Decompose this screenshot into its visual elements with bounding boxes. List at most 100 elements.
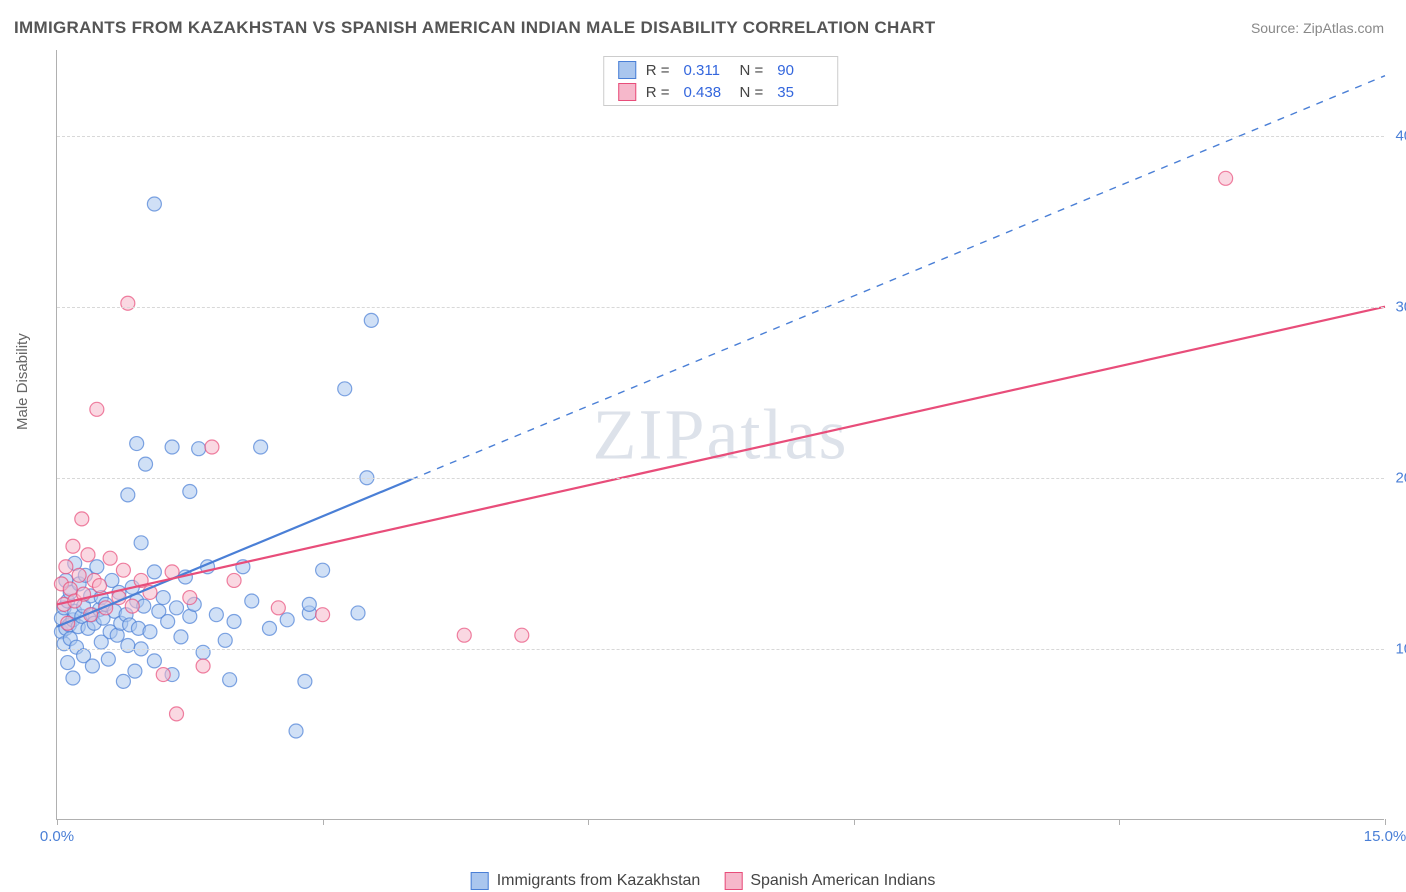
data-point bbox=[147, 565, 161, 579]
data-point bbox=[134, 536, 148, 550]
gridline bbox=[57, 478, 1384, 479]
legend-r-value: 0.311 bbox=[684, 62, 730, 79]
legend-n-value: 35 bbox=[777, 84, 823, 101]
data-point bbox=[116, 674, 130, 688]
data-point bbox=[183, 484, 197, 498]
y-tick-label: 40.0% bbox=[1395, 127, 1406, 144]
data-point bbox=[262, 621, 276, 635]
data-point bbox=[192, 442, 206, 456]
data-point bbox=[125, 599, 139, 613]
data-point bbox=[227, 615, 241, 629]
trend-line bbox=[57, 307, 1385, 605]
series-legend: Immigrants from Kazakhstan Spanish Americ… bbox=[471, 872, 936, 890]
y-axis-label: Male Disability bbox=[14, 333, 31, 430]
data-point bbox=[116, 563, 130, 577]
legend-n-value: 90 bbox=[777, 62, 823, 79]
data-point bbox=[59, 560, 73, 574]
legend-swatch bbox=[471, 872, 489, 890]
legend-swatch bbox=[618, 61, 636, 79]
data-point bbox=[1219, 171, 1233, 185]
data-point bbox=[121, 296, 135, 310]
legend-r-label: R = bbox=[646, 62, 670, 79]
data-point bbox=[121, 638, 135, 652]
chart-svg bbox=[57, 50, 1384, 819]
data-point bbox=[316, 563, 330, 577]
source-label: Source: ZipAtlas.com bbox=[1251, 20, 1384, 36]
x-tick bbox=[57, 819, 58, 825]
series-legend-item: Immigrants from Kazakhstan bbox=[471, 872, 701, 890]
data-point bbox=[92, 579, 106, 593]
data-point bbox=[75, 512, 89, 526]
data-point bbox=[289, 724, 303, 738]
chart-plot-area: ZIPatlas R =0.311N =90R =0.438N =35 10.0… bbox=[56, 50, 1384, 820]
data-point bbox=[364, 313, 378, 327]
series-legend-label: Spanish American Indians bbox=[750, 872, 935, 890]
chart-title: IMMIGRANTS FROM KAZAKHSTAN VS SPANISH AM… bbox=[14, 18, 935, 38]
x-tick bbox=[323, 819, 324, 825]
gridline bbox=[57, 136, 1384, 137]
correlation-legend: R = 0.311 N = 90 R = 0.438 N = 35 bbox=[603, 56, 839, 106]
x-tick bbox=[588, 819, 589, 825]
x-tick-label: 0.0% bbox=[40, 828, 74, 845]
data-point bbox=[101, 652, 115, 666]
data-point bbox=[205, 440, 219, 454]
y-tick-label: 30.0% bbox=[1395, 298, 1406, 315]
legend-r-label: R = bbox=[646, 84, 670, 101]
data-point bbox=[457, 628, 471, 642]
data-point bbox=[271, 601, 285, 615]
data-point bbox=[156, 591, 170, 605]
data-point bbox=[103, 551, 117, 565]
data-point bbox=[254, 440, 268, 454]
legend-swatch bbox=[724, 872, 742, 890]
data-point bbox=[515, 628, 529, 642]
gridline bbox=[57, 649, 1384, 650]
data-point bbox=[66, 671, 80, 685]
legend-row: R = 0.438 N = 35 bbox=[604, 81, 838, 103]
y-tick-label: 20.0% bbox=[1395, 469, 1406, 486]
data-point bbox=[302, 597, 316, 611]
data-point bbox=[280, 613, 294, 627]
data-point bbox=[66, 539, 80, 553]
legend-swatch bbox=[618, 83, 636, 101]
data-point bbox=[121, 488, 135, 502]
data-point bbox=[245, 594, 259, 608]
data-point bbox=[174, 630, 188, 644]
x-tick bbox=[1119, 819, 1120, 825]
data-point bbox=[161, 615, 175, 629]
data-point bbox=[147, 197, 161, 211]
legend-r-value: 0.438 bbox=[684, 84, 730, 101]
data-point bbox=[196, 645, 210, 659]
series-legend-item: Spanish American Indians bbox=[724, 872, 935, 890]
x-tick bbox=[854, 819, 855, 825]
data-point bbox=[139, 457, 153, 471]
data-point bbox=[223, 673, 237, 687]
legend-row: R = 0.311 N = 90 bbox=[604, 59, 838, 81]
data-point bbox=[128, 664, 142, 678]
gridline bbox=[57, 307, 1384, 308]
data-point bbox=[165, 440, 179, 454]
y-tick-label: 10.0% bbox=[1395, 640, 1406, 657]
data-point bbox=[72, 568, 86, 582]
data-point bbox=[147, 654, 161, 668]
data-point bbox=[351, 606, 365, 620]
series-legend-label: Immigrants from Kazakhstan bbox=[497, 872, 701, 890]
legend-n-label: N = bbox=[740, 62, 764, 79]
data-point bbox=[90, 402, 104, 416]
data-point bbox=[209, 608, 223, 622]
data-point bbox=[90, 560, 104, 574]
data-point bbox=[298, 674, 312, 688]
data-point bbox=[156, 668, 170, 682]
data-point bbox=[61, 656, 75, 670]
data-point bbox=[196, 659, 210, 673]
x-tick bbox=[1385, 819, 1386, 825]
data-point bbox=[170, 707, 184, 721]
data-point bbox=[85, 659, 99, 673]
data-point bbox=[81, 548, 95, 562]
data-point bbox=[143, 625, 157, 639]
x-tick-label: 15.0% bbox=[1364, 828, 1406, 845]
legend-n-label: N = bbox=[740, 84, 764, 101]
data-point bbox=[227, 573, 241, 587]
data-point bbox=[218, 633, 232, 647]
data-point bbox=[170, 601, 184, 615]
data-point bbox=[338, 382, 352, 396]
